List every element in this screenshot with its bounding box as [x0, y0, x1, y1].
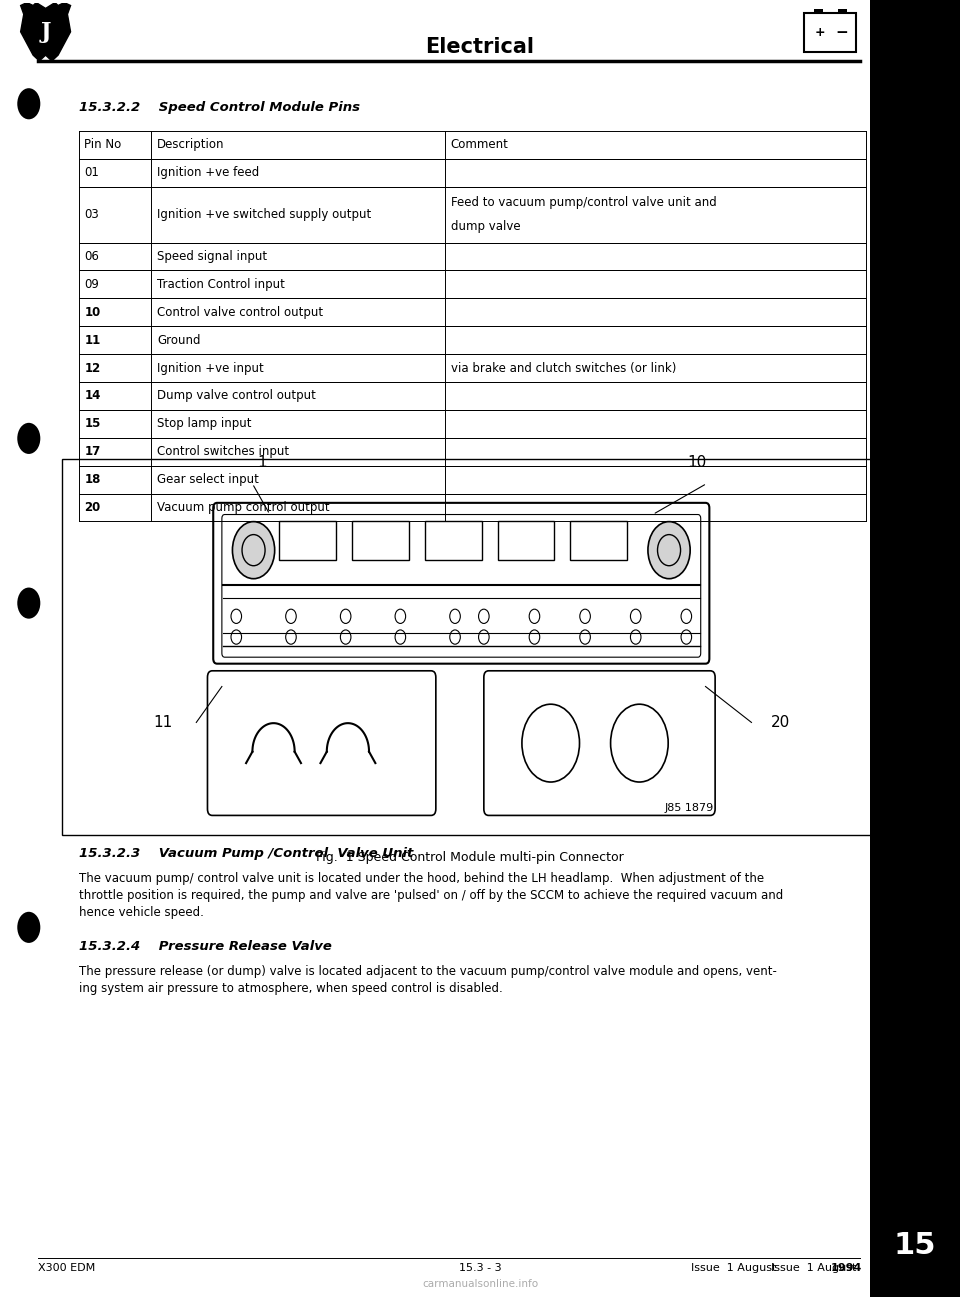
Text: Speed signal input: Speed signal input — [156, 250, 267, 263]
Text: J85 1879: J85 1879 — [664, 803, 713, 813]
Text: X300 EDM: X300 EDM — [38, 1263, 96, 1274]
Circle shape — [232, 521, 275, 578]
Circle shape — [17, 88, 40, 119]
Text: Stop lamp input: Stop lamp input — [156, 418, 252, 431]
Bar — [425, 521, 482, 560]
Bar — [870, 0, 960, 1297]
Circle shape — [648, 521, 690, 578]
Text: 01: 01 — [84, 166, 99, 179]
Text: Issue  1 August: Issue 1 August — [772, 1263, 861, 1274]
Text: Control valve control output: Control valve control output — [156, 306, 323, 319]
Bar — [497, 521, 554, 560]
Text: 11: 11 — [153, 715, 172, 730]
Circle shape — [17, 588, 40, 619]
Bar — [352, 521, 409, 560]
Text: 15.3.2.2    Speed Control Module Pins: 15.3.2.2 Speed Control Module Pins — [79, 101, 360, 114]
Text: Vacuum pump control output: Vacuum pump control output — [156, 501, 329, 514]
Text: Ignition +ve switched supply output: Ignition +ve switched supply output — [156, 208, 372, 222]
Bar — [804, 13, 856, 52]
Text: 06: 06 — [84, 250, 99, 263]
Bar — [62, 459, 876, 835]
Text: 15: 15 — [894, 1231, 936, 1259]
Text: 11: 11 — [84, 333, 101, 346]
Text: dump valve: dump valve — [450, 220, 520, 233]
Text: 20: 20 — [771, 715, 790, 730]
Polygon shape — [21, 3, 71, 61]
Text: Pin No: Pin No — [84, 139, 122, 152]
Text: −: − — [835, 25, 849, 40]
Text: 15.3.2.4    Pressure Release Valve: 15.3.2.4 Pressure Release Valve — [79, 940, 331, 953]
Text: +: + — [815, 26, 826, 39]
Text: Ground: Ground — [156, 333, 201, 346]
Text: 12: 12 — [84, 362, 101, 375]
Text: 15.3.2.3    Vacuum Pump /Control  Valve Unit: 15.3.2.3 Vacuum Pump /Control Valve Unit — [79, 847, 413, 860]
Text: Fig.  1 Speed Control Module multi-pin Connector: Fig. 1 Speed Control Module multi-pin Co… — [316, 851, 623, 864]
Bar — [814, 5, 823, 13]
Text: The pressure release (or dump) valve is located adjacent to the vacuum pump/cont: The pressure release (or dump) valve is … — [79, 965, 777, 995]
Text: 1994: 1994 — [830, 1263, 862, 1274]
Text: Control switches input: Control switches input — [156, 445, 289, 458]
Text: 1: 1 — [257, 455, 267, 471]
Text: 10: 10 — [687, 455, 707, 471]
Bar — [838, 5, 847, 13]
Text: 03: 03 — [84, 208, 99, 222]
Text: 15: 15 — [84, 418, 101, 431]
Text: Issue  1 August: Issue 1 August — [691, 1263, 780, 1274]
Text: Description: Description — [156, 139, 225, 152]
Circle shape — [17, 912, 40, 943]
Circle shape — [17, 423, 40, 454]
Bar — [279, 521, 336, 560]
Text: 15.3 - 3: 15.3 - 3 — [459, 1263, 501, 1274]
Text: 18: 18 — [84, 473, 101, 486]
Text: Feed to vacuum pump/control valve unit and: Feed to vacuum pump/control valve unit a… — [450, 196, 716, 209]
Text: Electrical: Electrical — [425, 36, 535, 57]
Text: J: J — [40, 21, 51, 43]
FancyBboxPatch shape — [207, 671, 436, 816]
Text: Traction Control input: Traction Control input — [156, 278, 285, 291]
FancyBboxPatch shape — [484, 671, 715, 816]
Text: Comment: Comment — [450, 139, 509, 152]
Text: carmanualsonline.info: carmanualsonline.info — [422, 1279, 538, 1289]
Text: 09: 09 — [84, 278, 99, 291]
Text: Dump valve control output: Dump valve control output — [156, 389, 316, 402]
Text: 20: 20 — [84, 501, 101, 514]
Text: 10: 10 — [84, 306, 101, 319]
Text: The vacuum pump/ control valve unit is located under the hood, behind the LH hea: The vacuum pump/ control valve unit is l… — [79, 872, 783, 918]
Text: Issue  1 August: Issue 1 August — [771, 1263, 860, 1274]
Text: Ignition +ve feed: Ignition +ve feed — [156, 166, 259, 179]
Text: via brake and clutch switches (or link): via brake and clutch switches (or link) — [450, 362, 676, 375]
Text: Ignition +ve input: Ignition +ve input — [156, 362, 264, 375]
Text: Gear select input: Gear select input — [156, 473, 259, 486]
Text: 14: 14 — [84, 389, 101, 402]
Bar — [570, 521, 627, 560]
Text: 17: 17 — [84, 445, 101, 458]
